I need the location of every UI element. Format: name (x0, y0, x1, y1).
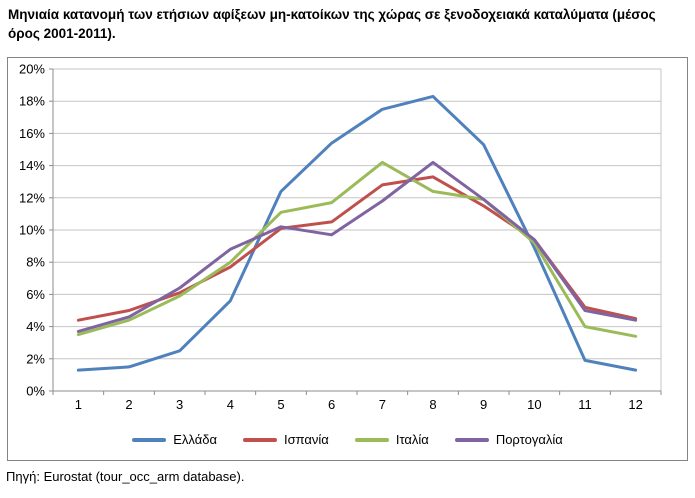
x-axis-label-2: 2 (125, 397, 132, 412)
source-note: Πηγή: Eurostat (tour_occ_arm database). (6, 469, 245, 484)
y-axis-label-6: 6% (26, 287, 45, 302)
y-axis-label-16: 16% (19, 126, 45, 141)
x-axis-label-1: 1 (75, 397, 82, 412)
x-axis-label-6: 6 (328, 397, 335, 412)
chart-legend: Ελλάδα Ισπανία Ιταλία Πορτογαλία (8, 432, 687, 447)
y-axis-label-8: 8% (26, 255, 45, 270)
chart-title: Μηνιαία κατανομή των ετήσιων αφίξεων μη-… (8, 7, 656, 41)
x-axis-label-12: 12 (628, 397, 642, 412)
legend-swatch-spain (242, 437, 277, 442)
y-axis-label-0: 0% (26, 384, 45, 399)
chart-svg: 0%2%4%6%8%10%12%14%16%18%20%1 2 3 4 5 6 7 8 9 10 1… (19, 62, 662, 412)
legend-label-spain: Ισπανία (283, 432, 329, 447)
x-axis-label-9: 9 (480, 397, 487, 412)
legend-item-spain: Ισπανία (242, 432, 329, 447)
legend-swatch-italy (354, 437, 389, 442)
legend-item-portugal: Πορτογαλία (454, 432, 563, 447)
y-axis-label-4: 4% (26, 319, 45, 334)
y-axis-label-12: 12% (19, 190, 45, 205)
series-line-portugal (76, 160, 638, 333)
x-axis-label-4: 4 (227, 397, 234, 412)
y-axis-label-18: 18% (19, 94, 45, 109)
legend-item-italy: Ιταλία (354, 432, 429, 447)
x-axis-label-10: 10 (527, 397, 541, 412)
x-axis-label-11: 11 (578, 397, 592, 412)
legend-swatch-greece (132, 437, 167, 442)
legend-swatch-portugal (454, 437, 489, 442)
series-line-italy (76, 160, 638, 338)
legend-label-italy: Ιταλία (395, 432, 429, 447)
legend-label-greece: Ελλάδα (173, 432, 217, 447)
x-axis-label-7: 7 (379, 397, 386, 412)
y-axis-label-14: 14% (19, 158, 45, 173)
y-axis-label-2: 2% (26, 351, 45, 366)
x-axis-label-5: 5 (277, 397, 284, 412)
y-axis-label-10: 10% (19, 223, 45, 238)
x-axis-label-8: 8 (429, 397, 436, 412)
x-axis-label-3: 3 (176, 397, 183, 412)
chart-frame: 0% 2% 4% 6% 8% 10% 12% 14% 16% 18% 20% 1 2 3 4 5 6 7 8 9 10 1… (7, 57, 688, 461)
legend-item-greece: Ελλάδα (132, 432, 217, 447)
legend-label-portugal: Πορτογαλία (495, 432, 563, 447)
y-axis-label-20: 20% (19, 62, 45, 77)
series-line-greece (76, 94, 638, 372)
